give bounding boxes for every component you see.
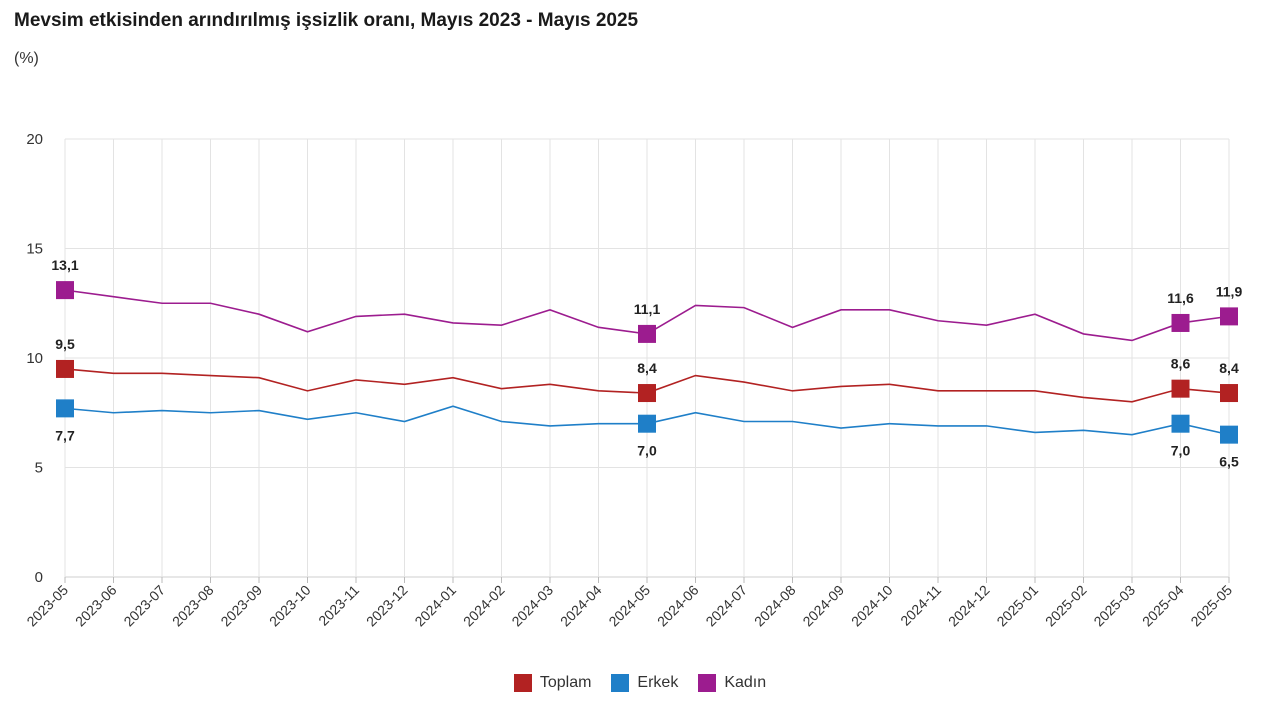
x-tick-label: 2025-01	[993, 582, 1041, 630]
data-label: 11,6	[1167, 290, 1194, 306]
x-tick-label: 2025-03	[1090, 582, 1138, 630]
data-point-marker[interactable]	[56, 359, 74, 378]
y-tick-label: 5	[35, 460, 43, 477]
x-tick-label: 2024-06	[654, 582, 702, 630]
data-label: 7,7	[55, 427, 75, 443]
data-point-marker[interactable]	[638, 324, 656, 343]
y-tick-label: 15	[26, 241, 43, 258]
legend-swatch-kadin	[698, 674, 717, 692]
data-label: 11,9	[1216, 283, 1243, 299]
x-tick-label: 2024-09	[799, 582, 847, 630]
legend-swatch-toplam	[513, 674, 532, 692]
data-labels: 9,5 8,4 8,6 8,4 7,7 7,0 7,0 6,5 13,1 11,1 11,6 11,9	[51, 257, 1242, 470]
data-label: 8,6	[1171, 356, 1191, 372]
legend-label-kadin: Kadın	[724, 674, 767, 691]
series-markers	[56, 281, 1238, 444]
x-tick-label: 2023-05	[23, 582, 71, 630]
grid	[64, 138, 1230, 583]
data-label: 9,5	[55, 336, 75, 352]
data-point-marker[interactable]	[56, 399, 74, 418]
x-tick-label: 2023-10	[266, 582, 314, 630]
x-axis-ticks: 2023-05 2023-06 2023-07 2023-08 2023-09 2023-…	[23, 582, 1235, 630]
x-tick-label: 2023-11	[315, 582, 362, 629]
data-point-marker[interactable]	[56, 281, 74, 300]
y-tick-label: 10	[26, 350, 43, 367]
data-point-marker[interactable]	[1220, 425, 1238, 444]
x-tick-label: 2023-07	[120, 582, 168, 630]
legend-item-toplam[interactable]: Toplam	[513, 674, 592, 692]
legend-label-toplam: Toplam	[539, 674, 592, 691]
x-tick-label: 2025-04	[1139, 582, 1187, 630]
data-point-marker[interactable]	[1220, 307, 1238, 326]
data-label: 13,1	[51, 257, 78, 273]
x-tick-label: 2023-09	[217, 582, 265, 630]
chart-title: Mevsim etkisinden arındırılmış işsizlik …	[14, 10, 639, 31]
legend-label-erkek: Erkek	[637, 674, 679, 691]
legend: Toplam Erkek Kadın	[0, 674, 1280, 692]
x-tick-label: 2024-05	[605, 582, 653, 630]
data-label: 6,5	[1219, 454, 1239, 470]
x-tick-label: 2024-01	[411, 582, 459, 630]
legend-swatch-erkek	[611, 674, 630, 692]
x-tick-label: 2024-03	[508, 582, 556, 630]
x-tick-label: 2024-02	[460, 582, 508, 630]
x-tick-label: 2023-12	[363, 582, 411, 630]
unit-label: (%)	[14, 50, 39, 67]
data-label: 8,4	[1219, 360, 1239, 376]
data-point-marker[interactable]	[1171, 379, 1190, 398]
x-tick-label: 2024-10	[848, 582, 896, 630]
legend-item-erkek[interactable]: Erkek	[611, 674, 678, 692]
legend-item-kadin[interactable]: Kadın	[698, 674, 766, 692]
x-tick-label: 2024-04	[557, 582, 605, 630]
data-label: 8,4	[637, 360, 657, 376]
y-tick-label: 20	[26, 131, 43, 148]
x-tick-label: 2024-12	[945, 582, 993, 630]
x-tick-label: 2023-08	[169, 582, 217, 630]
data-point-marker[interactable]	[638, 384, 656, 403]
data-label: 7,0	[637, 443, 657, 459]
data-point-marker[interactable]	[1220, 384, 1238, 403]
x-tick-label: 2024-07	[702, 582, 750, 630]
y-tick-label: 0	[35, 569, 43, 586]
x-tick-label: 2024-11	[897, 582, 944, 629]
x-tick-label: 2023-06	[72, 582, 120, 630]
x-tick-label: 2025-05	[1187, 582, 1235, 630]
data-label: 7,0	[1171, 443, 1191, 459]
data-point-marker[interactable]	[1171, 414, 1190, 433]
x-tick-label: 2025-02	[1042, 582, 1090, 630]
data-point-marker[interactable]	[1171, 313, 1190, 332]
data-label: 11,1	[634, 301, 661, 317]
y-axis-ticks: 0 5 10 15 20	[26, 131, 43, 586]
x-tick-label: 2024-08	[751, 582, 799, 630]
data-point-marker[interactable]	[638, 414, 656, 433]
